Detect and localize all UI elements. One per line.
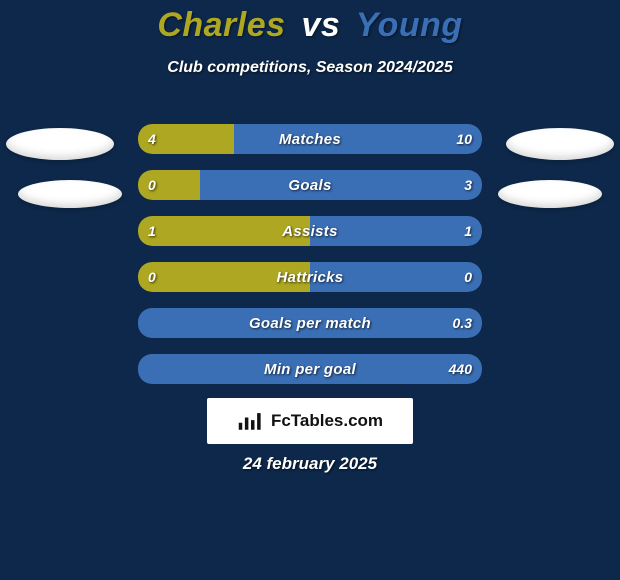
- stat-label: Matches: [138, 124, 482, 154]
- stat-value-left: 1: [138, 216, 166, 246]
- stat-row: Goals per match0.3: [138, 308, 482, 338]
- stat-row: Hattricks0 0: [138, 262, 482, 292]
- date-label: 24 february 2025: [0, 454, 620, 474]
- stat-value-left: 0: [138, 170, 166, 200]
- brand-badge: FcTables.com: [207, 398, 413, 444]
- player1-badge-primary: [6, 128, 114, 160]
- stat-value-left: 4: [138, 124, 166, 154]
- title-vs: vs: [302, 6, 341, 44]
- player2-badge-secondary: [498, 180, 602, 208]
- stat-row: Goals0 3: [138, 170, 482, 200]
- stat-label: Hattricks: [138, 262, 482, 292]
- bars-icon: [237, 410, 265, 432]
- brand-text: FcTables.com: [271, 411, 383, 431]
- title-player1: Charles: [157, 6, 285, 44]
- stat-value-right: 0.3: [443, 308, 482, 338]
- title-player2: Young: [356, 6, 463, 44]
- stat-value-right: 440: [439, 354, 482, 384]
- stat-value-right: 10: [446, 124, 482, 154]
- stat-row: Matches4 10: [138, 124, 482, 154]
- stat-value-left: 0: [138, 262, 166, 292]
- stat-label: Min per goal: [138, 354, 482, 384]
- subtitle: Club competitions, Season 2024/2025: [0, 59, 620, 77]
- stat-label: Goals per match: [138, 308, 482, 338]
- page-title: Charles vs Young: [0, 0, 620, 45]
- stat-row: Assists1 1: [138, 216, 482, 246]
- stat-value-left: [138, 354, 158, 384]
- stat-label: Assists: [138, 216, 482, 246]
- player1-badge-secondary: [18, 180, 122, 208]
- stats-rows: Matches410Goals03Assists11Hattricks00Goa…: [138, 124, 482, 400]
- stat-value-left: [138, 308, 158, 338]
- stat-label: Goals: [138, 170, 482, 200]
- stat-value-right: 1: [454, 216, 482, 246]
- stat-value-right: 3: [454, 170, 482, 200]
- comparison-card: Charles vs Young Club competitions, Seas…: [0, 0, 620, 580]
- stat-row: Min per goal440: [138, 354, 482, 384]
- player2-badge-primary: [506, 128, 614, 160]
- stat-value-right: 0: [454, 262, 482, 292]
